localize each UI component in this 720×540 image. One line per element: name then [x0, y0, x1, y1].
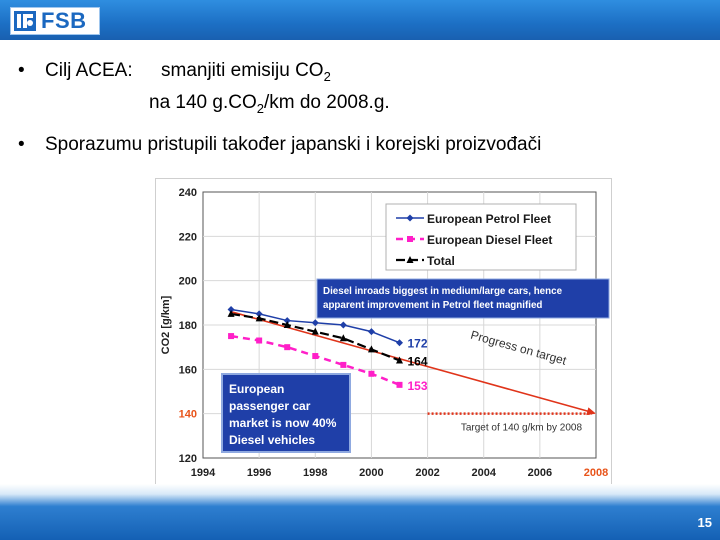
co2-chart-svg: 240 220 200 180 160 140 120 1994 1996 1998 2000 200…	[160, 187, 610, 479]
annotation-box-diesel-inroads	[316, 278, 610, 319]
series-point	[312, 353, 319, 360]
x-tick-label: 2004	[471, 467, 496, 479]
legend-swatch-marker	[406, 256, 414, 263]
series-point	[367, 345, 375, 353]
y-tick-label: 180	[179, 320, 197, 332]
bottom-banner: 15	[0, 484, 720, 540]
series-point	[396, 339, 403, 347]
y-tick-label: 120	[179, 453, 197, 465]
top-banner: FSB	[0, 0, 720, 40]
legend-entry: European Petrol Fleet	[427, 212, 551, 226]
series-end-label: 172	[408, 337, 428, 351]
y-tick-label: 240	[179, 187, 197, 199]
series-point	[311, 319, 319, 327]
annotation-text: passenger car	[229, 399, 311, 413]
x-tick-label: 2006	[528, 467, 552, 479]
co2-chart: 240 220 200 180 160 140 120 1994 1996 1998 2000 200…	[155, 178, 612, 492]
bullet-line1: smanjiti emisiju CO2	[161, 60, 331, 84]
bullet-marker: •	[18, 134, 25, 155]
series-point	[227, 305, 235, 313]
series-point	[367, 328, 375, 336]
y-tick-label: 140	[179, 409, 197, 421]
series-point	[396, 356, 403, 364]
logo-text: FSB	[41, 8, 87, 33]
y-tick-label: 160	[179, 364, 197, 376]
series-point	[256, 337, 263, 344]
target-label: Target of 140 g/km by 2008	[461, 423, 583, 434]
series-point	[255, 310, 263, 318]
page-number: 15	[697, 515, 712, 530]
bullet-line2: na 140 g.CO2/km do 2008.g.	[149, 92, 390, 116]
bullet-text: Sporazumu pristupili također japanski i …	[45, 134, 542, 155]
y-axis-label: CO2 [g/km]	[160, 295, 172, 354]
x-tick-label: 2000	[359, 467, 383, 479]
bullet-lead: Cilj ACEA:	[45, 60, 133, 81]
series-point	[339, 321, 347, 329]
legend-swatch-marker	[407, 236, 413, 242]
x-tick-label: 2002	[415, 467, 439, 479]
legend-entry: European Diesel Fleet	[427, 233, 552, 247]
annotation-box-market-share	[221, 373, 351, 453]
x-tick-label: 2008	[584, 467, 608, 479]
series-point	[311, 327, 319, 335]
series-point	[284, 344, 291, 351]
series-point	[227, 309, 235, 317]
trend-arrowhead	[586, 407, 596, 416]
fsb-logo: FSB	[10, 7, 100, 35]
y-tick-label: 200	[179, 276, 197, 288]
series-point	[228, 333, 235, 340]
annotation-text: apparent improvement in Petrol fleet mag…	[323, 300, 542, 311]
annotation-text: market is now 40%	[229, 416, 337, 430]
fsb-logo-mark-icon	[14, 11, 36, 31]
series-point	[255, 314, 263, 322]
legend-swatch-marker	[406, 214, 414, 222]
bullet-marker: •	[18, 60, 25, 81]
series-point	[339, 334, 347, 342]
legend-entry: Total	[427, 254, 455, 268]
trend-line	[230, 310, 594, 414]
annotation-text: Diesel inroads biggest in medium/large c…	[323, 286, 563, 297]
series-point	[396, 381, 403, 388]
series-point	[368, 370, 375, 377]
series-point	[283, 317, 291, 325]
x-tick-label: 1996	[247, 467, 271, 479]
x-tick-label: 1994	[191, 467, 216, 479]
y-tick-label: 220	[179, 231, 197, 243]
series-point	[340, 361, 347, 368]
annotation-text: Diesel vehicles	[229, 433, 315, 447]
annotation-text: European	[229, 382, 284, 396]
series-end-label: 153	[408, 379, 428, 393]
series-point	[283, 321, 291, 328]
series-end-label: 164	[408, 354, 428, 368]
x-tick-label: 1998	[303, 467, 327, 479]
